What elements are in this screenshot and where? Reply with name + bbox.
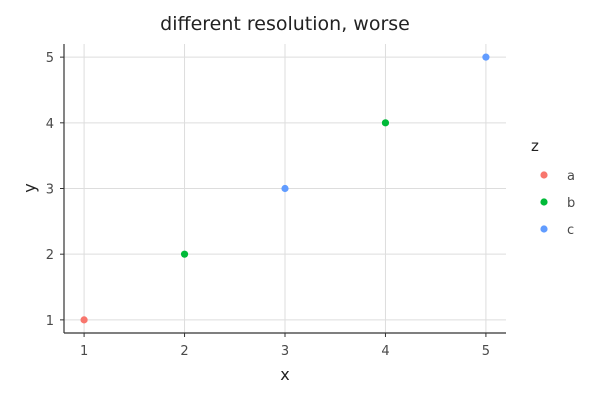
y-tick-label: 2 [46,248,54,263]
x-axis-title: x [280,365,289,384]
x-tick-label: 3 [281,344,289,359]
axes [60,44,506,337]
legend-label-b: b [567,196,575,211]
x-tick-label: 1 [80,344,88,359]
y-tick-label: 4 [46,117,54,132]
x-tick-label: 5 [482,344,490,359]
tick-labels: 1 2 3 4 5 1 2 3 4 5 [46,51,490,359]
legend-label-a: a [567,169,575,184]
chart-title: different resolution, worse [160,13,410,35]
data-point-c [482,53,490,61]
legend-key-c [540,225,548,233]
y-tick-label: 5 [46,51,54,66]
legend-key-a [540,171,548,179]
data-point-b [381,119,390,127]
data-point-a [80,316,88,324]
x-tick-label: 2 [180,344,188,359]
legend-label-c: c [567,223,574,238]
data-point-c [281,184,289,193]
legend: z abc [531,137,575,238]
y-axis-title: y [20,183,39,192]
legend-title: z [531,137,539,155]
x-tick-label: 4 [381,344,389,359]
data-point-b [180,250,189,258]
grid-lines [64,44,506,333]
legend-key-b [540,198,548,206]
y-tick-label: 3 [46,183,54,198]
y-tick-label: 1 [46,314,54,329]
data-points [80,53,490,324]
